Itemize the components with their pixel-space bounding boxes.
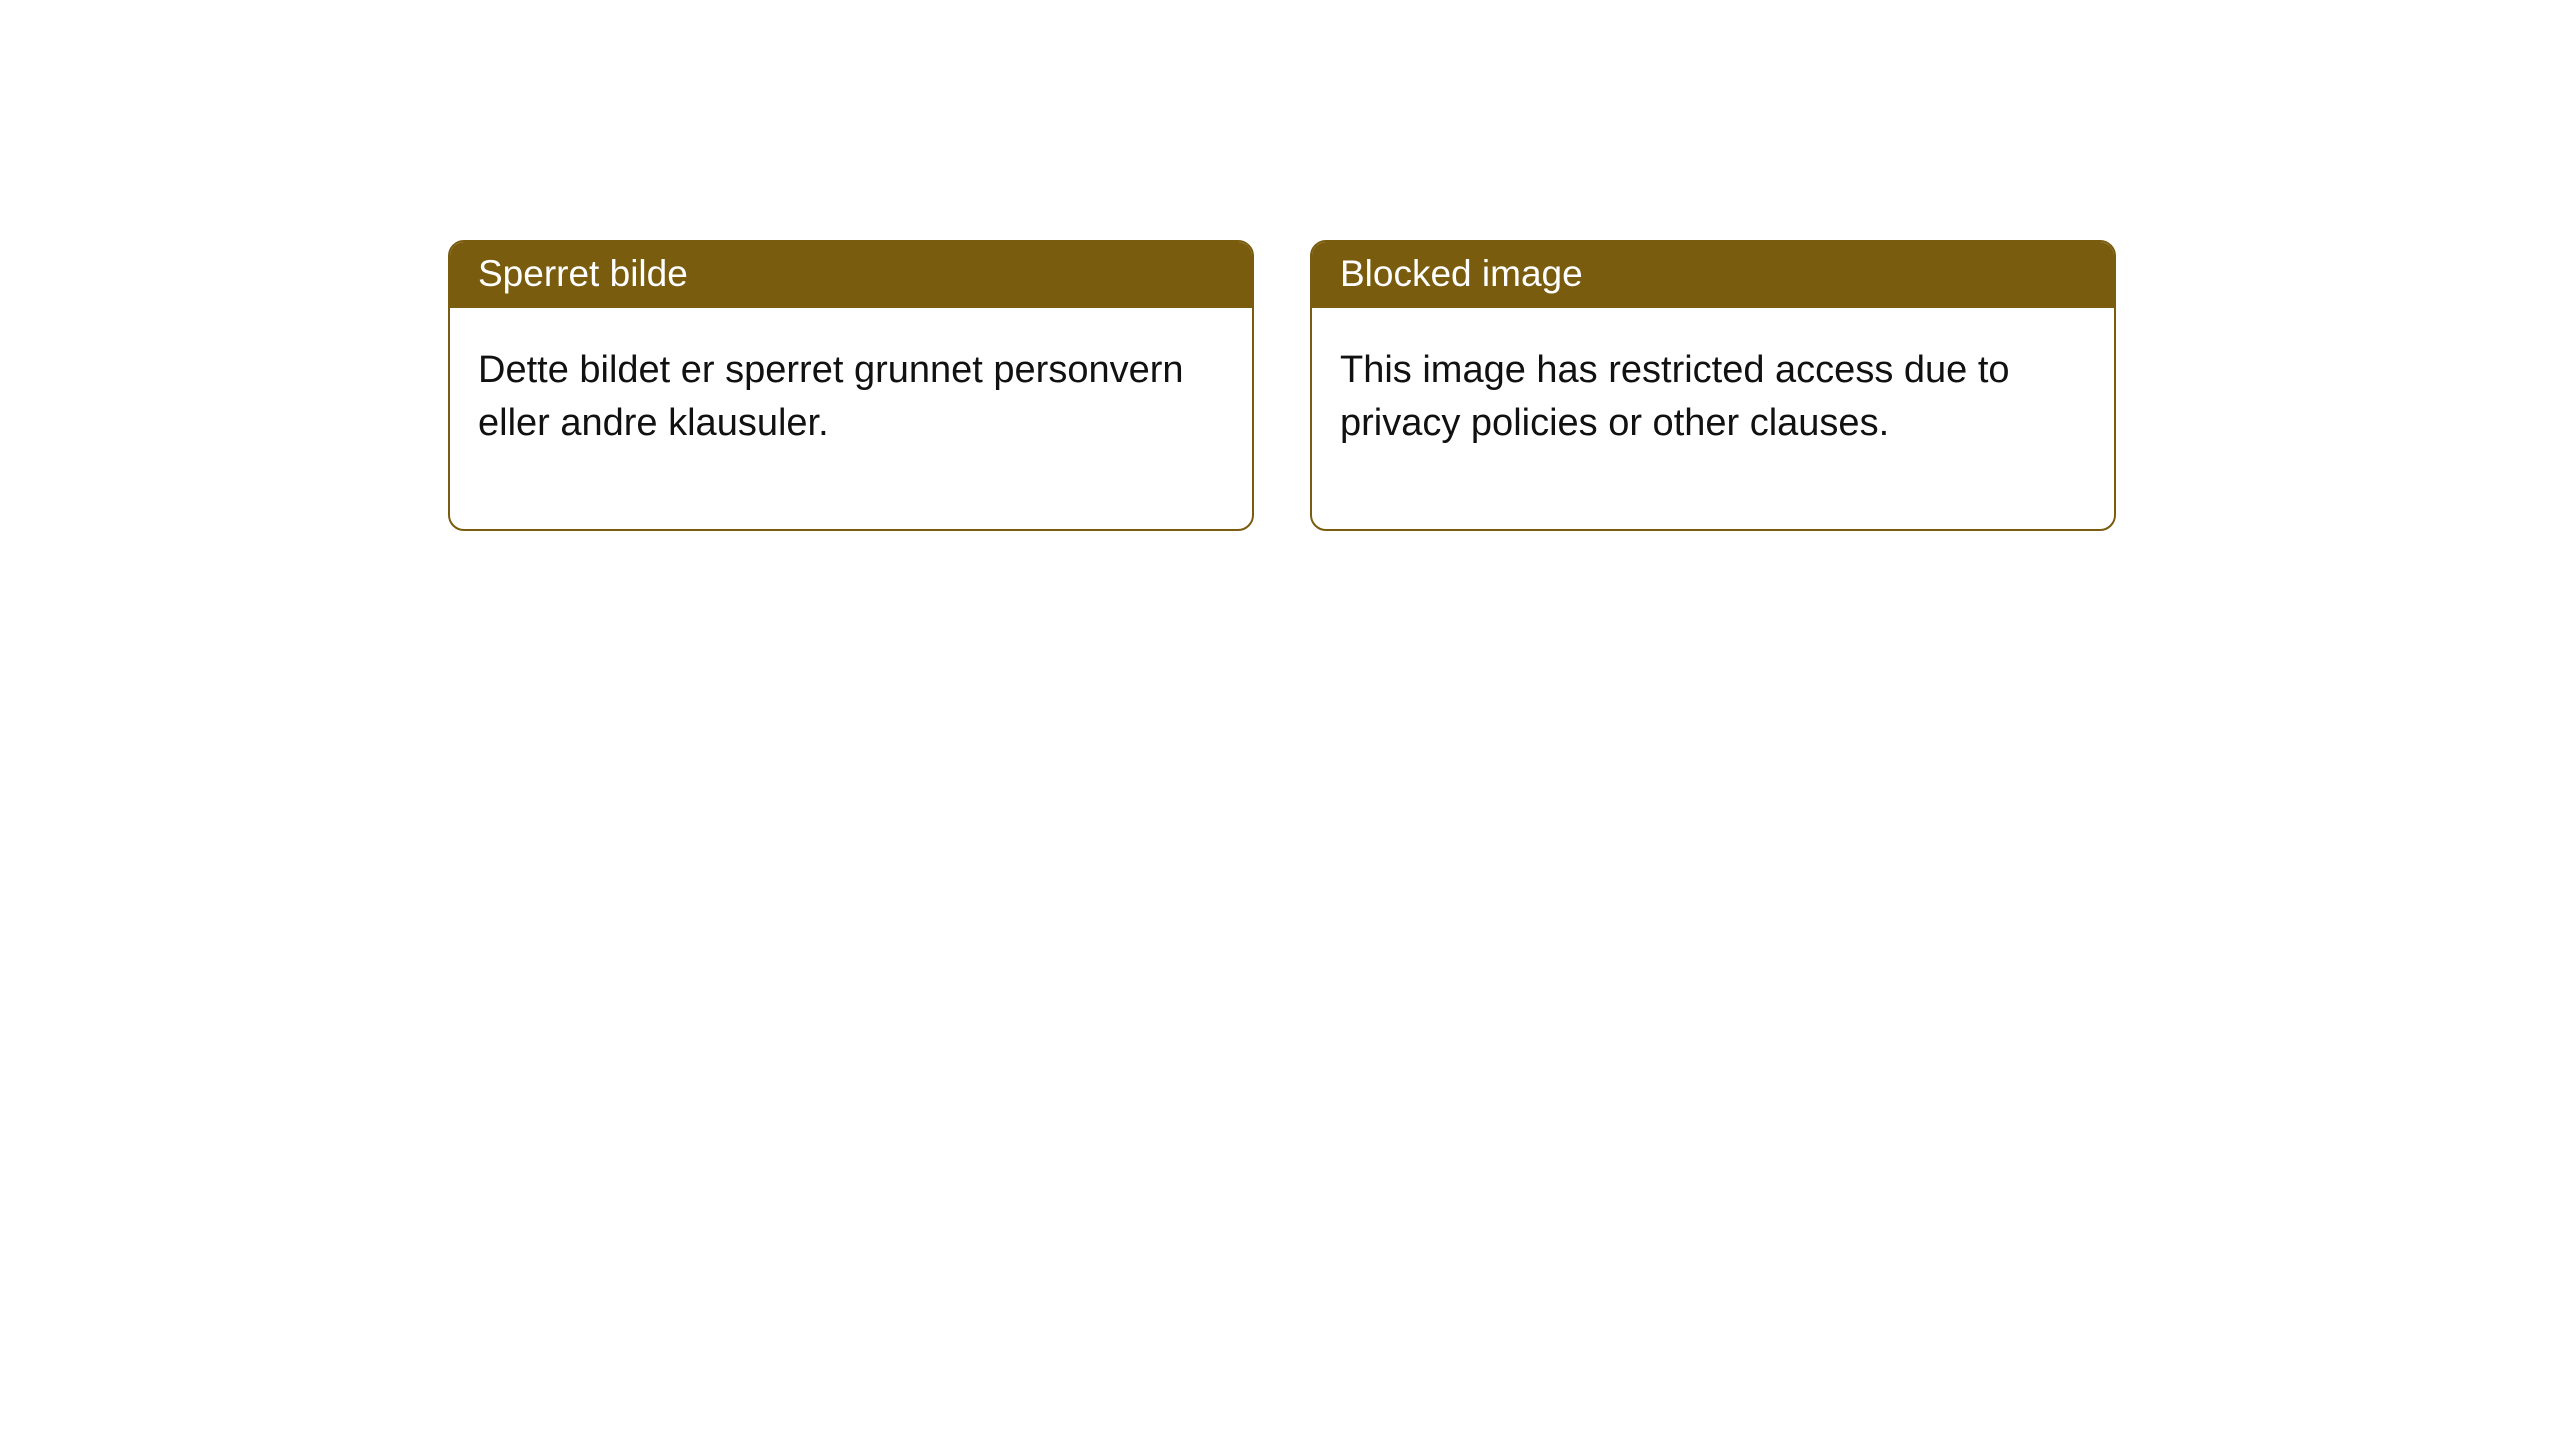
notice-header-norwegian: Sperret bilde	[450, 242, 1252, 308]
notice-box-english: Blocked image This image has restricted …	[1310, 240, 2116, 531]
notice-header-english: Blocked image	[1312, 242, 2114, 308]
notice-container: Sperret bilde Dette bildet er sperret gr…	[448, 240, 2116, 531]
notice-body-norwegian: Dette bildet er sperret grunnet personve…	[450, 308, 1252, 529]
notice-box-norwegian: Sperret bilde Dette bildet er sperret gr…	[448, 240, 1254, 531]
notice-body-english: This image has restricted access due to …	[1312, 308, 2114, 529]
